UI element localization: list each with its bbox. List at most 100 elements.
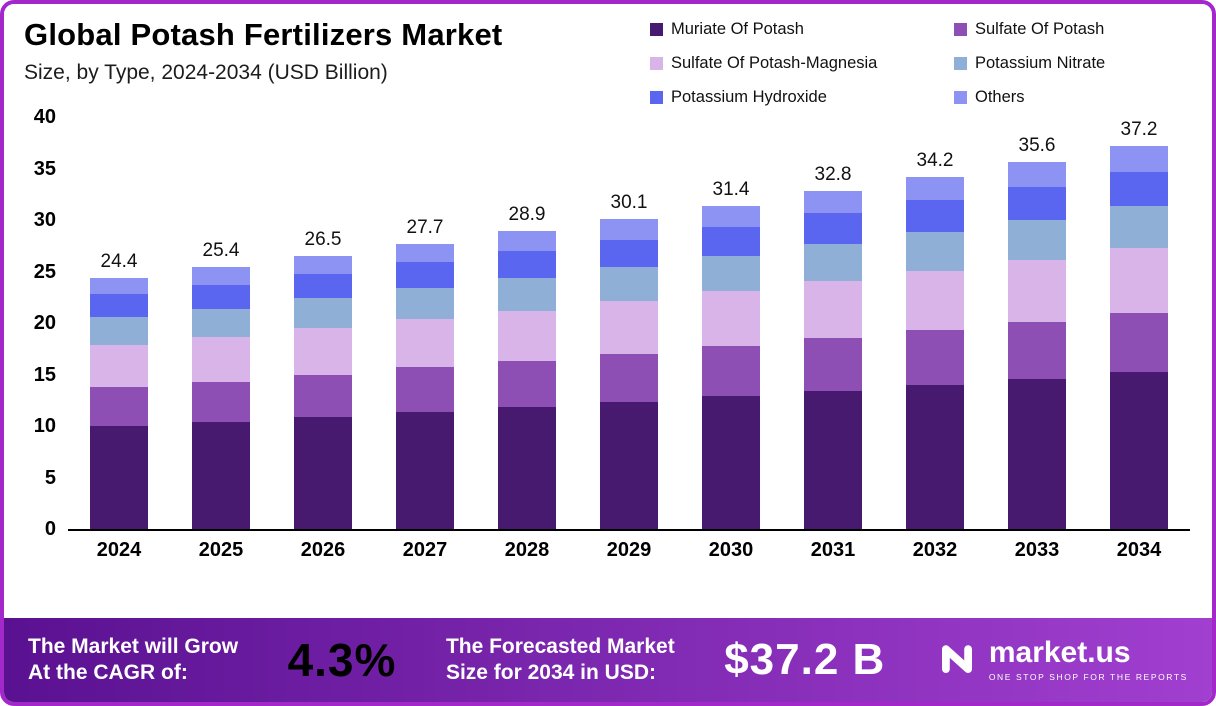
segment-muriate-of-potash <box>702 396 760 529</box>
total-label-2029: 30.1 <box>610 192 648 214</box>
legend-item-potassium-hydroxide: Potassium Hydroxide <box>650 88 948 107</box>
segment-potassium-nitrate <box>906 232 964 271</box>
bar-stack-2032 <box>906 176 964 529</box>
segment-others <box>702 205 760 228</box>
bar-2028: 28.9 <box>498 204 556 529</box>
segment-sulfate-of-potash <box>804 338 862 391</box>
legend-label: Sulfate Of Potash-Magnesia <box>671 54 878 72</box>
stacked-bar-chart: 0 5 10 15 20 25 30 35 40 24.4 25.4 26.5 27.7 28.9 30.… <box>16 106 1190 540</box>
legend-swatch-sulfate-of-potash-magnesia <box>650 57 663 70</box>
brand-logo: market.us ONE STOP SHOP FOR THE REPORTS <box>935 638 1188 683</box>
segment-potassium-hydroxide <box>600 239 658 268</box>
legend-swatch-potassium-nitrate <box>954 57 967 70</box>
bar-stack-2034 <box>1110 145 1168 529</box>
cagr-label-line1: The Market will Grow <box>28 634 239 658</box>
chart-legend: Muriate Of Potash Sulfate Of Potash Sulfat… <box>650 18 1190 107</box>
segment-muriate-of-potash <box>1110 372 1168 529</box>
legend-swatch-others <box>954 91 967 104</box>
segment-potassium-hydroxide <box>192 284 250 309</box>
segment-muriate-of-potash <box>90 426 148 529</box>
legend-swatch-potassium-hydroxide <box>650 91 663 104</box>
segment-potassium-hydroxide <box>804 212 862 244</box>
x-label-2034: 2034 <box>1116 539 1162 561</box>
segment-potassium-hydroxide <box>906 200 964 233</box>
segment-sulfate-of-potash-magnesia <box>1008 260 1066 322</box>
bar-2030: 31.4 <box>702 179 760 529</box>
forecast-label-line2: Size for 2034 in USD: <box>445 661 656 684</box>
segment-potassium-nitrate <box>396 288 454 319</box>
brand-tagline: ONE STOP SHOP FOR THE REPORTS <box>988 672 1188 682</box>
segment-potassium-nitrate <box>294 298 352 329</box>
bar-stack-2031 <box>804 191 862 529</box>
segment-potassium-nitrate <box>804 243 862 281</box>
bar-2032: 34.2 <box>906 150 964 529</box>
segment-others <box>498 231 556 251</box>
legend-label: Muriate Of Potash <box>671 20 804 38</box>
bar-stack-2025 <box>192 267 250 529</box>
total-label-2024: 24.4 <box>100 250 138 272</box>
bar-stack-2026 <box>294 256 352 529</box>
segment-potassium-hydroxide <box>498 250 556 278</box>
x-label-2026: 2026 <box>300 539 346 561</box>
legend-swatch-sulfate-of-potash <box>954 23 967 36</box>
segment-sulfate-of-potash-magnesia <box>498 310 556 362</box>
legend-item-sulfate-of-potash-magnesia: Sulfate Of Potash-Magnesia <box>650 54 948 73</box>
bar-2031: 32.8 <box>804 164 862 529</box>
segment-muriate-of-potash <box>294 416 352 529</box>
total-label-2025: 25.4 <box>202 240 240 262</box>
legend-item-others: Others <box>954 88 1190 107</box>
legend-label: Potassium Hydroxide <box>671 88 827 106</box>
x-label-2029: 2029 <box>606 539 652 561</box>
brand-text: market.us ONE STOP SHOP FOR THE REPORTS <box>988 638 1188 683</box>
segment-sulfate-of-potash <box>1110 312 1168 373</box>
x-label-2031: 2031 <box>810 539 856 561</box>
total-label-2027: 27.7 <box>406 216 444 238</box>
segment-potassium-nitrate <box>702 256 760 292</box>
bar-2033: 35.6 <box>1008 135 1066 529</box>
y-tick-label-25: 25 <box>33 260 56 283</box>
segment-potassium-hydroxide <box>90 294 148 317</box>
segment-others <box>906 176 964 201</box>
total-label-2034: 37.2 <box>1120 118 1158 140</box>
y-tick-label-0: 0 <box>44 518 56 540</box>
footer-banner: The Market will Grow At the CAGR of: 4.3… <box>4 618 1212 702</box>
forecast-label: The Forecasted Market Size for 2034 in U… <box>446 634 675 687</box>
segment-others <box>294 256 352 274</box>
segment-others <box>1110 145 1168 172</box>
segment-potassium-nitrate <box>600 267 658 302</box>
total-label-2026: 26.5 <box>304 229 342 251</box>
segment-others <box>396 243 454 263</box>
segment-sulfate-of-potash <box>906 330 964 385</box>
legend-label: Potassium Nitrate <box>975 54 1106 72</box>
cagr-label-line2: At the CAGR of: <box>28 661 188 684</box>
page-title: Global Potash Fertilizers Market <box>24 17 503 52</box>
segment-sulfate-of-potash-magnesia <box>702 291 760 346</box>
segment-potassium-nitrate <box>1110 205 1168 248</box>
segment-muriate-of-potash <box>906 384 964 529</box>
segment-potassium-hydroxide <box>1008 187 1066 221</box>
segment-sulfate-of-potash-magnesia <box>906 270 964 331</box>
segment-muriate-of-potash <box>600 402 658 529</box>
bar-stack-2028 <box>498 231 556 529</box>
y-axis: 0 5 10 15 20 25 30 35 40 <box>16 106 68 540</box>
page-subtitle: Size, by Type, 2024-2034 (USD Billion) <box>24 61 388 85</box>
plot-area: 24.4 25.4 26.5 27.7 28.9 30.1 31.4 32.8 34.2 35.6… <box>68 117 1190 531</box>
segment-sulfate-of-potash-magnesia <box>1110 247 1168 313</box>
x-axis-labels: 2024 2025 2026 2027 2028 2029 2030 2031 2032 2033… <box>68 539 1190 562</box>
x-label-2030: 2030 <box>708 539 754 561</box>
bar-stack-2027 <box>396 243 454 529</box>
x-axis: 2024 2025 2026 2027 2028 2029 2030 2031 2032 2033… <box>16 539 1190 562</box>
segment-others <box>600 219 658 240</box>
segment-others <box>804 191 862 213</box>
segment-sulfate-of-potash <box>1008 321 1066 379</box>
x-label-2033: 2033 <box>1014 539 1060 561</box>
y-tick-label-30: 30 <box>33 209 56 231</box>
x-axis-spacer <box>16 539 68 562</box>
total-label-2033: 35.6 <box>1018 135 1056 157</box>
bar-2027: 27.7 <box>396 217 454 529</box>
cagr-value: 4.3% <box>287 634 397 686</box>
y-tick-label-10: 10 <box>33 415 56 437</box>
total-label-2032: 34.2 <box>916 149 954 171</box>
segment-sulfate-of-potash <box>90 386 148 426</box>
